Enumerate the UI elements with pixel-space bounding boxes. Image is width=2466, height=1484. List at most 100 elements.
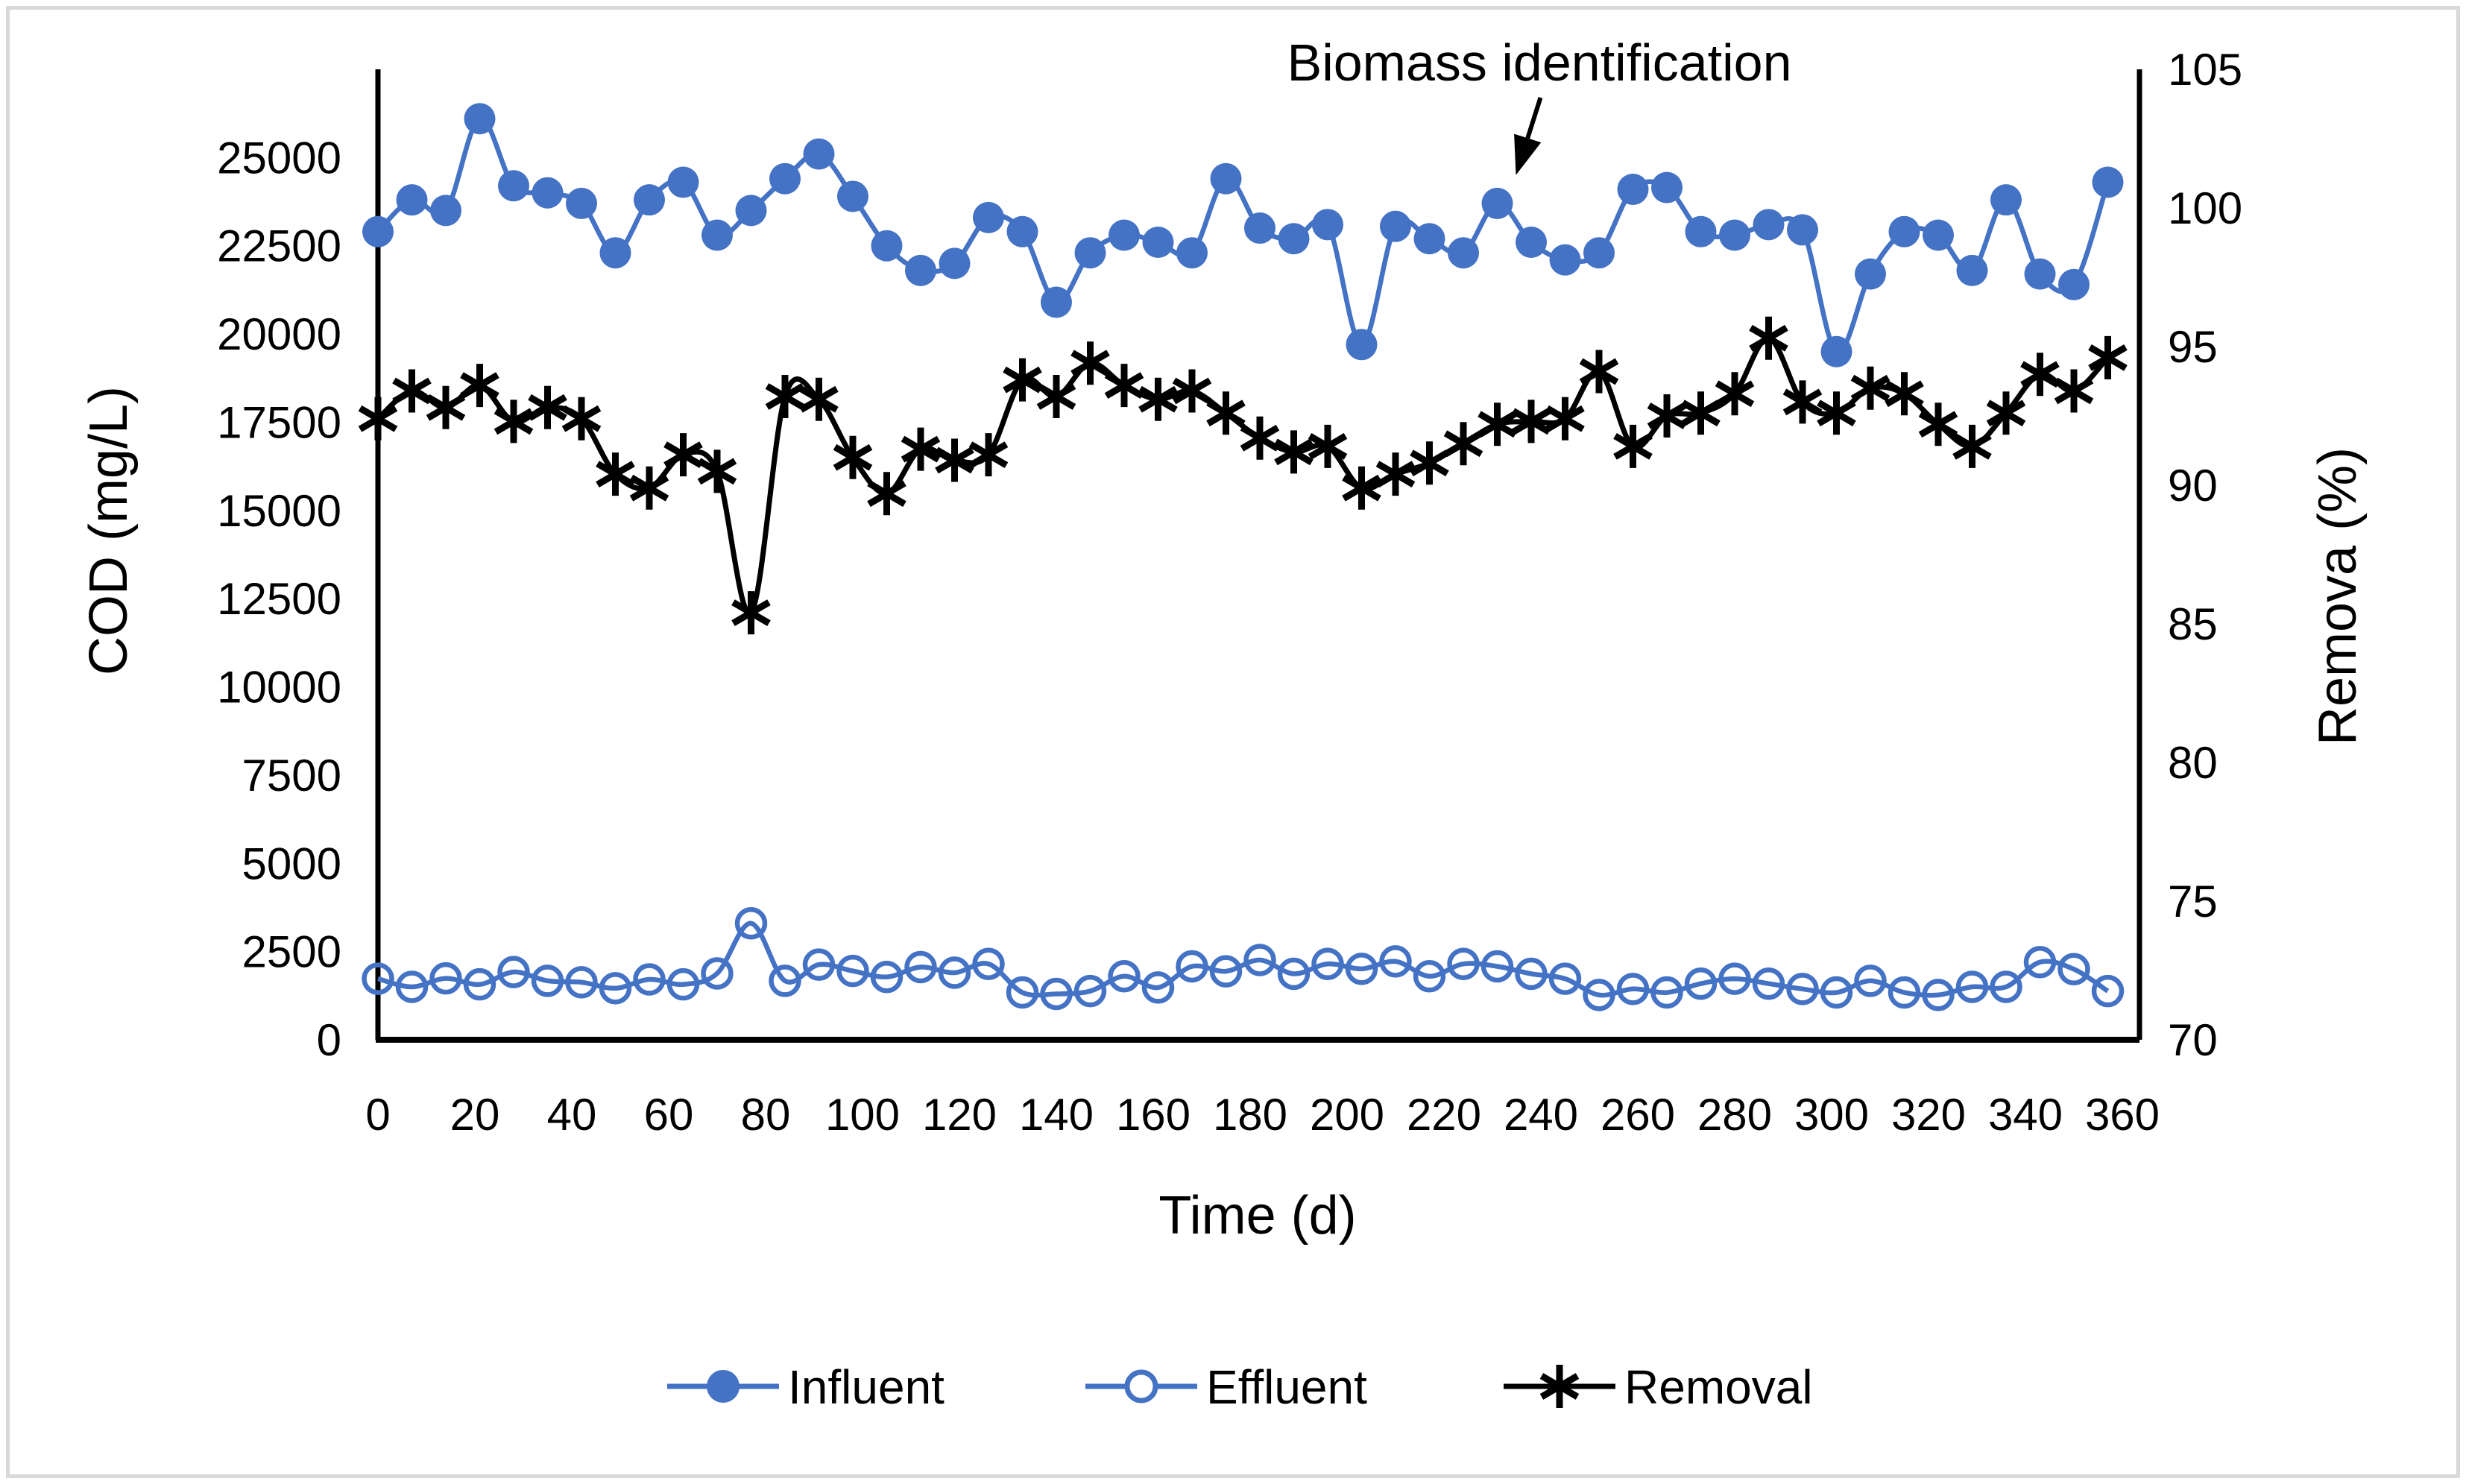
asterisk-marker-icon bbox=[1545, 397, 1585, 441]
filled-circle-marker-icon bbox=[2024, 258, 2056, 290]
filled-circle-marker-icon bbox=[1719, 219, 1750, 251]
series-line-influent bbox=[376, 116, 2110, 355]
asterisk-marker-icon bbox=[1817, 391, 1856, 435]
filled-circle-marker-icon bbox=[1278, 223, 1310, 255]
series-influent bbox=[362, 103, 2124, 367]
legend-label: Influent bbox=[788, 1360, 945, 1414]
open-circle-marker-icon bbox=[1820, 976, 1853, 1009]
open-circle-marker-icon bbox=[769, 964, 801, 997]
open-circle-marker-icon bbox=[1650, 976, 1683, 1009]
x-tick-label: 0 bbox=[365, 1090, 390, 1140]
open-circle-marker-icon bbox=[633, 963, 666, 996]
y-left-tick-label: 5000 bbox=[242, 839, 341, 888]
filled-circle-marker-icon bbox=[973, 201, 1004, 233]
filled-circle-marker-icon bbox=[1176, 237, 1208, 269]
asterisk-marker-icon bbox=[1308, 424, 1348, 468]
asterisk-marker-icon bbox=[358, 397, 398, 441]
x-tick-label: 60 bbox=[644, 1090, 694, 1140]
filled-circle-marker-icon bbox=[1990, 184, 2022, 216]
asterisk-marker-icon bbox=[561, 397, 602, 441]
open-circle-marker-icon bbox=[565, 966, 598, 999]
series-removal bbox=[358, 316, 2128, 635]
filled-circle-marker-icon bbox=[769, 162, 801, 195]
asterisk-marker-icon bbox=[1511, 400, 1551, 443]
open-circle-marker-icon bbox=[1480, 950, 1514, 983]
open-circle-marker-icon bbox=[1888, 976, 1921, 1009]
filled-circle-marker-icon bbox=[837, 180, 868, 212]
y-right-tick-label: 100 bbox=[2168, 183, 2242, 233]
filled-circle-marker-icon bbox=[905, 254, 936, 286]
open-circle-marker-icon bbox=[531, 964, 564, 997]
y-right-tick-label: 95 bbox=[2168, 322, 2218, 372]
filled-circle-marker-icon bbox=[566, 187, 597, 219]
filled-circle-marker-icon bbox=[1346, 329, 1378, 361]
filled-circle-marker-icon bbox=[1210, 162, 1242, 195]
y-left-tick-label: 2500 bbox=[242, 927, 341, 977]
x-tick-label: 320 bbox=[1891, 1090, 1966, 1140]
asterisk-marker-icon bbox=[1749, 316, 1788, 360]
filled-circle-marker-icon bbox=[1006, 215, 1038, 247]
asterisk-marker-icon bbox=[460, 364, 499, 408]
asterisk-marker-icon bbox=[1003, 358, 1042, 402]
y-left-tick-label: 15000 bbox=[217, 486, 341, 536]
asterisk-marker-icon bbox=[493, 400, 534, 443]
asterisk-marker-icon bbox=[1036, 375, 1076, 418]
asterisk-marker-icon bbox=[1986, 391, 2026, 435]
open-circle-marker-icon bbox=[1684, 967, 1718, 1000]
asterisk-marker-icon bbox=[1539, 1365, 1580, 1408]
asterisk-marker-icon bbox=[1104, 364, 1144, 408]
y-right-tick-label: 80 bbox=[2168, 738, 2218, 788]
asterisk-marker-icon bbox=[528, 385, 567, 429]
open-circle-marker-icon bbox=[1006, 976, 1039, 1009]
open-circle-marker-icon bbox=[701, 957, 734, 990]
x-tick-label: 220 bbox=[1407, 1090, 1481, 1140]
filled-circle-marker-icon bbox=[464, 103, 496, 135]
asterisk-marker-icon bbox=[1443, 422, 1483, 466]
open-circle-marker-icon bbox=[904, 950, 937, 984]
y-right-tick-labels: 70 75 80 85 90 95 100 105 bbox=[2168, 45, 2242, 1065]
asterisk-marker-icon bbox=[392, 369, 432, 413]
open-circle-marker-icon bbox=[2091, 974, 2125, 1008]
open-circle-marker-icon bbox=[497, 956, 530, 988]
asterisk-marker-icon bbox=[1952, 424, 1992, 468]
open-circle-marker-icon bbox=[972, 947, 1005, 980]
open-circle-marker-icon bbox=[1413, 960, 1446, 993]
filled-circle-marker-icon bbox=[803, 138, 835, 170]
x-tick-label: 120 bbox=[922, 1090, 997, 1140]
filled-circle-marker-icon bbox=[1888, 215, 1920, 247]
asterisk-marker-icon bbox=[1342, 466, 1381, 510]
filled-circle-marker-icon bbox=[1516, 226, 1547, 258]
filled-circle-marker-icon bbox=[1549, 244, 1581, 276]
open-circle-marker-icon bbox=[395, 970, 429, 1003]
open-circle-marker-icon bbox=[1073, 974, 1107, 1008]
filled-circle-marker-icon bbox=[532, 177, 564, 209]
asterisk-marker-icon bbox=[731, 591, 771, 635]
x-tick-label: 360 bbox=[2085, 1090, 2160, 1140]
x-tick-label: 100 bbox=[825, 1090, 900, 1140]
filled-circle-marker-icon bbox=[1923, 219, 1954, 251]
x-tick-label: 160 bbox=[1116, 1090, 1191, 1140]
y-left-tick-labels: 0 2500 5000 7500 10000 12500 15000 17500 20000 22… bbox=[217, 133, 341, 1065]
open-circle-marker-icon bbox=[1176, 950, 1208, 983]
filled-circle-marker-icon bbox=[1142, 226, 1174, 258]
asterisk-marker-icon bbox=[1070, 341, 1110, 385]
open-circle-marker-icon bbox=[666, 967, 700, 1001]
open-circle-marker-icon bbox=[870, 960, 904, 994]
asterisk-marker-icon bbox=[1206, 391, 1246, 435]
x-tick-label: 340 bbox=[1988, 1090, 2063, 1140]
x-tick-label: 240 bbox=[1504, 1090, 1578, 1140]
x-tick-label: 200 bbox=[1310, 1090, 1384, 1140]
asterisk-marker-icon bbox=[629, 466, 669, 510]
filled-circle-marker-icon bbox=[396, 184, 428, 216]
open-circle-marker-icon bbox=[1718, 962, 1751, 995]
filled-circle-marker-icon bbox=[1244, 212, 1275, 244]
y-right-tick-label: 70 bbox=[2168, 1015, 2218, 1065]
filled-circle-marker-icon bbox=[1380, 210, 1411, 242]
filled-circle-marker-icon bbox=[1413, 223, 1445, 255]
x-tick-label: 40 bbox=[547, 1090, 597, 1140]
open-circle-marker-icon bbox=[734, 907, 768, 940]
open-circle-marker-icon bbox=[1209, 955, 1243, 988]
asterisk-marker-icon bbox=[901, 427, 941, 471]
